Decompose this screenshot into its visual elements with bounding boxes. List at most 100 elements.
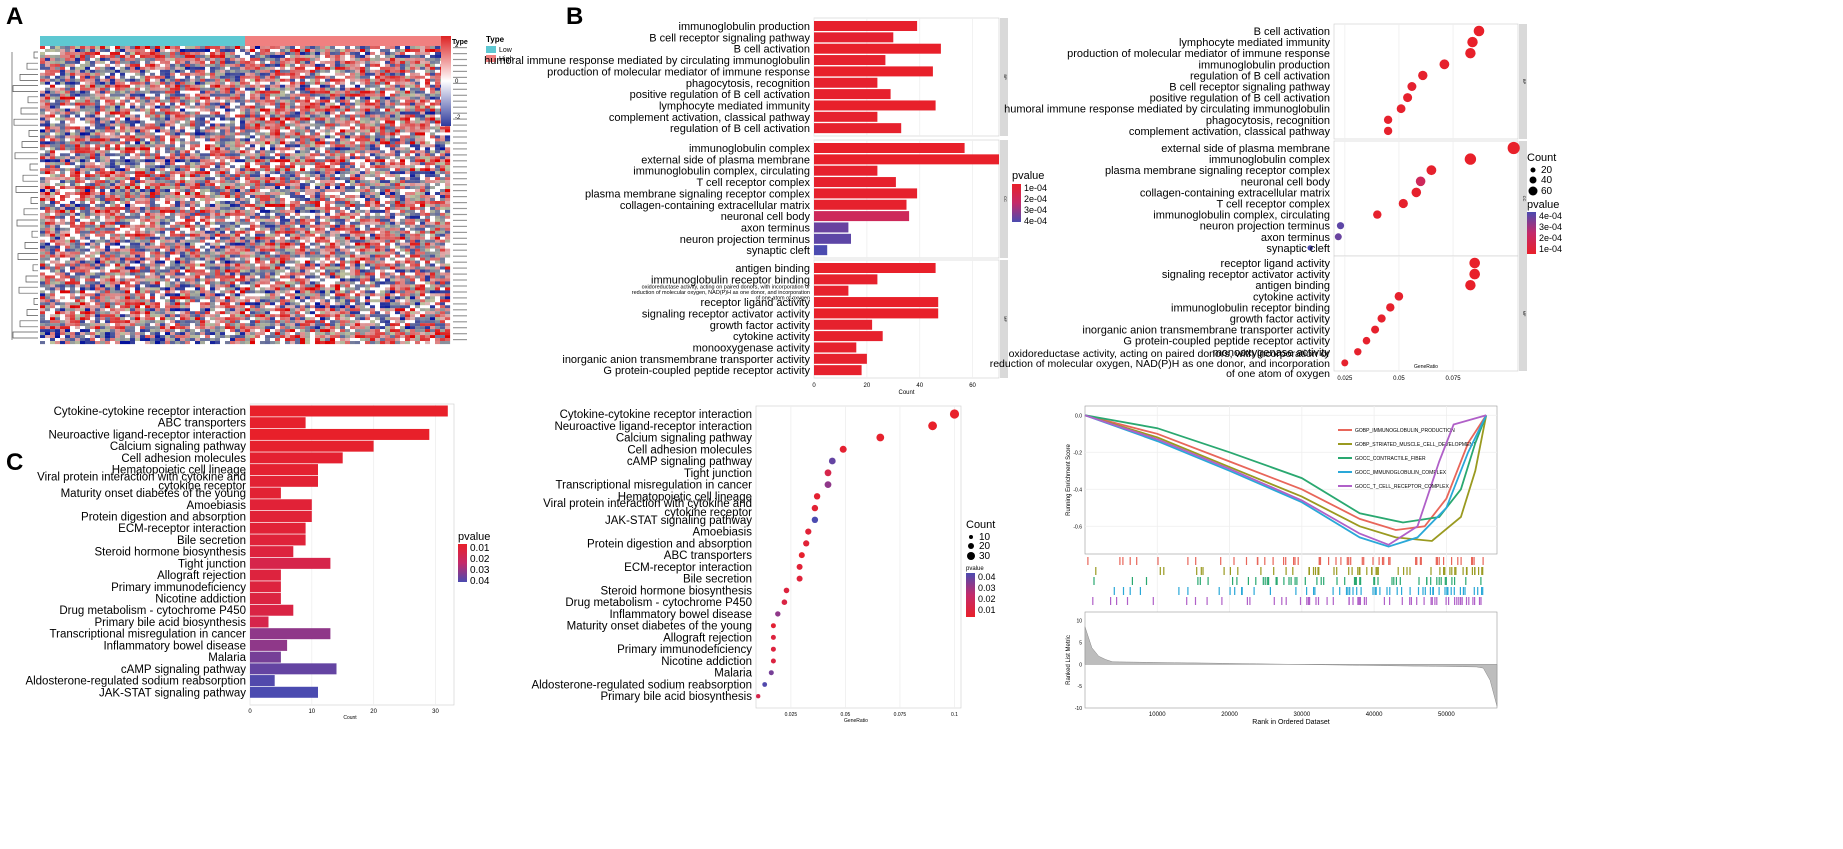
heatmap-cell	[435, 147, 441, 151]
heatmap-cell	[370, 126, 376, 130]
heatmap-cell	[395, 165, 401, 169]
heatmap-cell	[265, 99, 271, 103]
heatmap-cell	[380, 200, 386, 205]
heatmap-cell	[300, 195, 306, 199]
heatmap-cell	[405, 189, 411, 193]
heatmap-cell	[105, 141, 111, 145]
heatmap-cell	[325, 150, 331, 154]
heatmap-cell	[205, 93, 211, 97]
heatmap-cell	[365, 114, 371, 118]
heatmap-cell	[410, 60, 416, 64]
heatmap-cell	[45, 102, 51, 106]
heatmap-cell	[305, 126, 311, 130]
heatmap-cell	[315, 96, 321, 100]
heatmap-cell	[95, 84, 101, 88]
heatmap-cell	[375, 177, 381, 181]
heatmap-cell	[120, 180, 126, 184]
heatmap-cell	[415, 105, 421, 109]
heatmap-cell	[380, 54, 386, 59]
heatmap-cell	[135, 144, 141, 148]
heatmap-cell	[295, 135, 301, 139]
heatmap-cell	[345, 156, 351, 160]
heatmap-cell	[275, 195, 281, 199]
heatmap-cell	[210, 150, 216, 154]
heatmap-cell	[205, 72, 211, 76]
heatmap-cell	[110, 114, 116, 118]
heatmap-cell	[60, 129, 66, 133]
heatmap-cell	[240, 81, 246, 85]
heatmap-cell	[415, 81, 421, 85]
heatmap-cell	[270, 174, 276, 178]
heatmap-cell	[415, 212, 421, 216]
heatmap-cell	[230, 192, 236, 196]
heatmap-cell	[110, 153, 116, 157]
heatmap-cell	[245, 90, 251, 94]
heatmap-cell	[65, 150, 71, 154]
heatmap-cell	[345, 84, 351, 88]
heatmap-cell	[270, 215, 276, 219]
heatmap-cell	[280, 117, 286, 121]
heatmap-cell	[75, 78, 81, 82]
heatmap-cell	[415, 144, 421, 148]
heatmap-cell	[195, 84, 201, 88]
heatmap-cell	[45, 57, 51, 61]
heatmap-cell	[275, 123, 281, 127]
heatmap-cell	[80, 156, 86, 160]
heatmap-cell	[340, 54, 346, 59]
heatmap-cell	[140, 111, 146, 115]
heatmap-cell	[120, 57, 126, 61]
heatmap-cell	[130, 221, 136, 225]
heatmap-cell	[440, 159, 446, 163]
heatmap-cell	[255, 48, 261, 53]
heatmap-cell	[315, 189, 321, 193]
heatmap-cell	[180, 102, 186, 106]
heatmap-cell	[160, 162, 166, 166]
heatmap-cell	[175, 69, 181, 73]
heatmap-cell	[405, 132, 411, 136]
heatmap-cell	[60, 200, 66, 205]
heatmap-cell	[225, 186, 231, 190]
heatmap-cell	[435, 90, 441, 94]
heatmap-cell	[200, 123, 206, 127]
heatmap-cell	[130, 66, 136, 70]
heatmap-cell	[225, 147, 231, 151]
heatmap-cell	[125, 66, 131, 70]
heatmap-cell	[365, 135, 371, 139]
heatmap-cell	[250, 221, 256, 225]
heatmap-cell	[190, 171, 196, 175]
heatmap-cell	[355, 195, 361, 199]
heatmap-cell	[125, 105, 131, 109]
heatmap-cell	[145, 102, 151, 106]
heatmap-cell	[365, 46, 371, 50]
heatmap-cell	[145, 90, 151, 94]
heatmap-cell	[425, 87, 431, 91]
heatmap-cell	[290, 99, 296, 103]
heatmap-cell	[200, 192, 206, 196]
heatmap-cell	[360, 126, 366, 130]
heatmap-cell	[175, 159, 181, 163]
heatmap-cell	[160, 54, 166, 59]
heatmap-cell	[160, 165, 166, 169]
heatmap-cell	[165, 200, 171, 205]
heatmap-cell	[195, 141, 201, 145]
heatmap-cell	[160, 224, 166, 228]
heatmap-cell	[360, 114, 366, 118]
heatmap-cell	[335, 111, 341, 115]
heatmap-cell	[105, 93, 111, 97]
heatmap-cell	[185, 117, 191, 121]
heatmap-cell	[440, 129, 446, 133]
heatmap-cell	[140, 72, 146, 76]
heatmap-cell	[325, 141, 331, 145]
heatmap-cell	[225, 126, 231, 130]
heatmap-cell	[350, 129, 356, 133]
heatmap-cell	[100, 177, 106, 181]
heatmap-cell	[215, 171, 221, 175]
heatmap-cell	[400, 141, 406, 145]
heatmap-cell	[220, 141, 226, 145]
heatmap-cell	[75, 186, 81, 190]
heatmap-cell	[315, 180, 321, 184]
heatmap-cell	[235, 93, 241, 97]
heatmap-cell	[415, 209, 421, 213]
heatmap-cell	[210, 46, 216, 50]
heatmap-cell	[40, 75, 46, 79]
